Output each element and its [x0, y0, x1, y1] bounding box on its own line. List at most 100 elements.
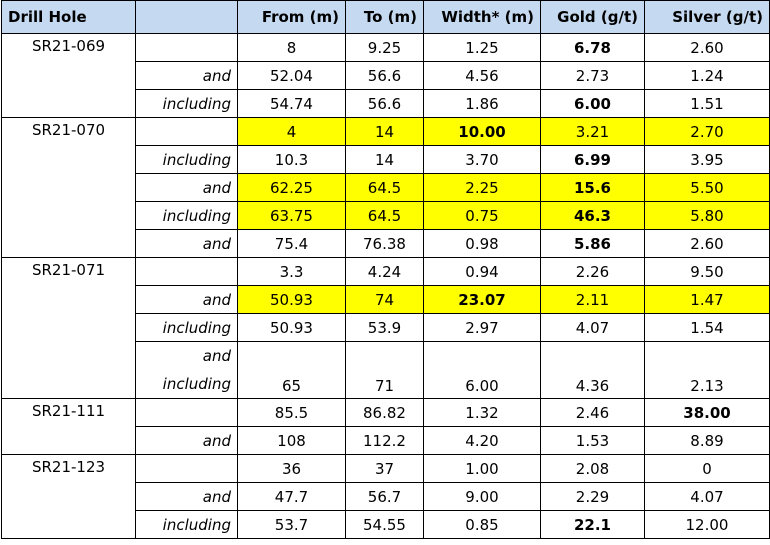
width-cell: 2.97	[423, 313, 541, 342]
to-cell: 14	[345, 117, 424, 146]
from-cell: 75.4	[237, 229, 346, 258]
width-cell: 0.94	[423, 257, 541, 286]
from-cell: 53.7	[237, 510, 346, 539]
gold-cell: 2.26	[540, 257, 645, 286]
qualifier-cell: including	[135, 89, 238, 118]
from-cell: 52.04	[237, 61, 346, 90]
drill-hole-cell: SR21-069	[1, 33, 136, 118]
to-cell: 53.9	[345, 313, 424, 342]
width-cell: 0.85	[423, 510, 541, 539]
to-cell: 14	[345, 145, 424, 174]
silver-cell: 9.50	[644, 257, 770, 286]
header-to: To (m)	[345, 0, 424, 34]
table-row: and 47.7 56.7 9.00 2.29 4.07	[2, 482, 770, 511]
drill-hole-cell: SR21-111	[1, 398, 136, 455]
silver-cell: 5.80	[644, 201, 770, 230]
width-cell: 3.70	[423, 145, 541, 174]
width-cell: 0.98	[423, 229, 541, 258]
table-row: and 52.04 56.6 4.56 2.73 1.24	[2, 61, 770, 90]
to-cell: 4.24	[345, 257, 424, 286]
qualifier-cell: and	[135, 173, 238, 202]
qualifier-cell	[135, 398, 238, 427]
width-cell: 0.75	[423, 201, 541, 230]
from-cell: 54.74	[237, 89, 346, 118]
from-cell: 50.93	[237, 313, 346, 342]
to-cell: 56.6	[345, 89, 424, 118]
header-row: Drill Hole From (m) To (m) Width* (m) Go…	[1, 0, 770, 34]
width-cell: 4.20	[423, 426, 541, 455]
from-cell: 4	[237, 117, 346, 146]
width-cell: 1.86	[423, 89, 541, 118]
from-cell: 85.5	[237, 398, 346, 427]
gold-cell: 3.21	[540, 117, 645, 146]
header-gold: Gold (g/t)	[540, 0, 645, 34]
width-cell: 2.25	[423, 173, 541, 202]
silver-cell: 0	[644, 454, 770, 483]
from-cell: 10.3	[237, 145, 346, 174]
table-row: including 53.7 54.55 0.85 22.1 12.00	[2, 510, 770, 539]
header-drill-hole: Drill Hole	[1, 0, 136, 34]
gold-cell: 2.73	[540, 61, 645, 90]
width-cell: 1.32	[423, 398, 541, 427]
qualifier-line-2: including	[162, 375, 231, 393]
silver-cell: 1.51	[644, 89, 770, 118]
width-cell: 6.00	[423, 341, 541, 399]
gold-cell: 2.11	[540, 285, 645, 314]
gold-cell: 4.07	[540, 313, 645, 342]
to-cell: 37	[345, 454, 424, 483]
width-cell: 23.07	[423, 285, 541, 314]
to-cell: 56.6	[345, 61, 424, 90]
qualifier-cell	[135, 33, 238, 62]
from-cell: 47.7	[237, 482, 346, 511]
table-row: including 54.74 56.6 1.86 6.00 1.51	[2, 89, 770, 118]
silver-cell: 1.24	[644, 61, 770, 90]
gold-cell: 5.86	[540, 229, 645, 258]
header-from: From (m)	[237, 0, 346, 34]
to-cell: 74	[345, 285, 424, 314]
from-cell: 36	[237, 454, 346, 483]
to-cell: 64.5	[345, 201, 424, 230]
table-row: SR21-071 3.3 4.24 0.94 2.26 9.50	[1, 257, 770, 399]
drill-hole-cell: SR21-070	[1, 117, 136, 258]
width-cell: 1.25	[423, 33, 541, 62]
from-cell: 50.93	[237, 285, 346, 314]
gold-cell: 46.3	[540, 201, 645, 230]
qualifier-cell	[135, 117, 238, 146]
width-cell: 10.00	[423, 117, 541, 146]
drill-hole-cell: SR21-071	[1, 257, 136, 399]
from-cell: 65	[237, 341, 346, 399]
silver-cell: 2.70	[644, 117, 770, 146]
table-row: including 50.93 53.9 2.97 4.07 1.54	[2, 313, 770, 342]
qualifier-cell: and	[135, 61, 238, 90]
qualifier-cell: and	[135, 285, 238, 314]
from-cell: 3.3	[237, 257, 346, 286]
width-cell: 4.56	[423, 61, 541, 90]
silver-cell: 2.13	[644, 341, 770, 399]
to-cell: 54.55	[345, 510, 424, 539]
gold-cell: 6.99	[540, 145, 645, 174]
silver-cell: 38.00	[644, 398, 770, 427]
to-cell: 56.7	[345, 482, 424, 511]
silver-cell: 1.54	[644, 313, 770, 342]
table-row: SR21-123 36 37 1.00 2.08 0	[1, 454, 770, 539]
qualifier-cell: and	[135, 482, 238, 511]
to-cell: 86.82	[345, 398, 424, 427]
gold-cell: 15.6	[540, 173, 645, 202]
qualifier-line-1: and	[202, 347, 231, 365]
table-row: including 10.3 14 3.70 6.99 3.95	[2, 145, 770, 174]
width-cell: 1.00	[423, 454, 541, 483]
table-row: SR21-070 4 14 10.00 3.21 2.70	[1, 117, 770, 258]
gold-cell: 2.46	[540, 398, 645, 427]
table-row: and 50.93 74 23.07 2.11 1.47	[2, 285, 770, 314]
to-cell: 64.5	[345, 173, 424, 202]
header-silver: Silver (g/t)	[644, 0, 770, 34]
gold-cell: 1.53	[540, 426, 645, 455]
table-row: SR21-111 85.5 86.82 1.32 2.46 38.00	[1, 398, 770, 455]
qualifier-cell: including	[135, 510, 238, 539]
gold-cell: 2.29	[540, 482, 645, 511]
gold-cell: 6.78	[540, 33, 645, 62]
table-row: and 62.25 64.5 2.25 15.6 5.50	[2, 173, 770, 202]
silver-cell: 4.07	[644, 482, 770, 511]
to-cell: 112.2	[345, 426, 424, 455]
